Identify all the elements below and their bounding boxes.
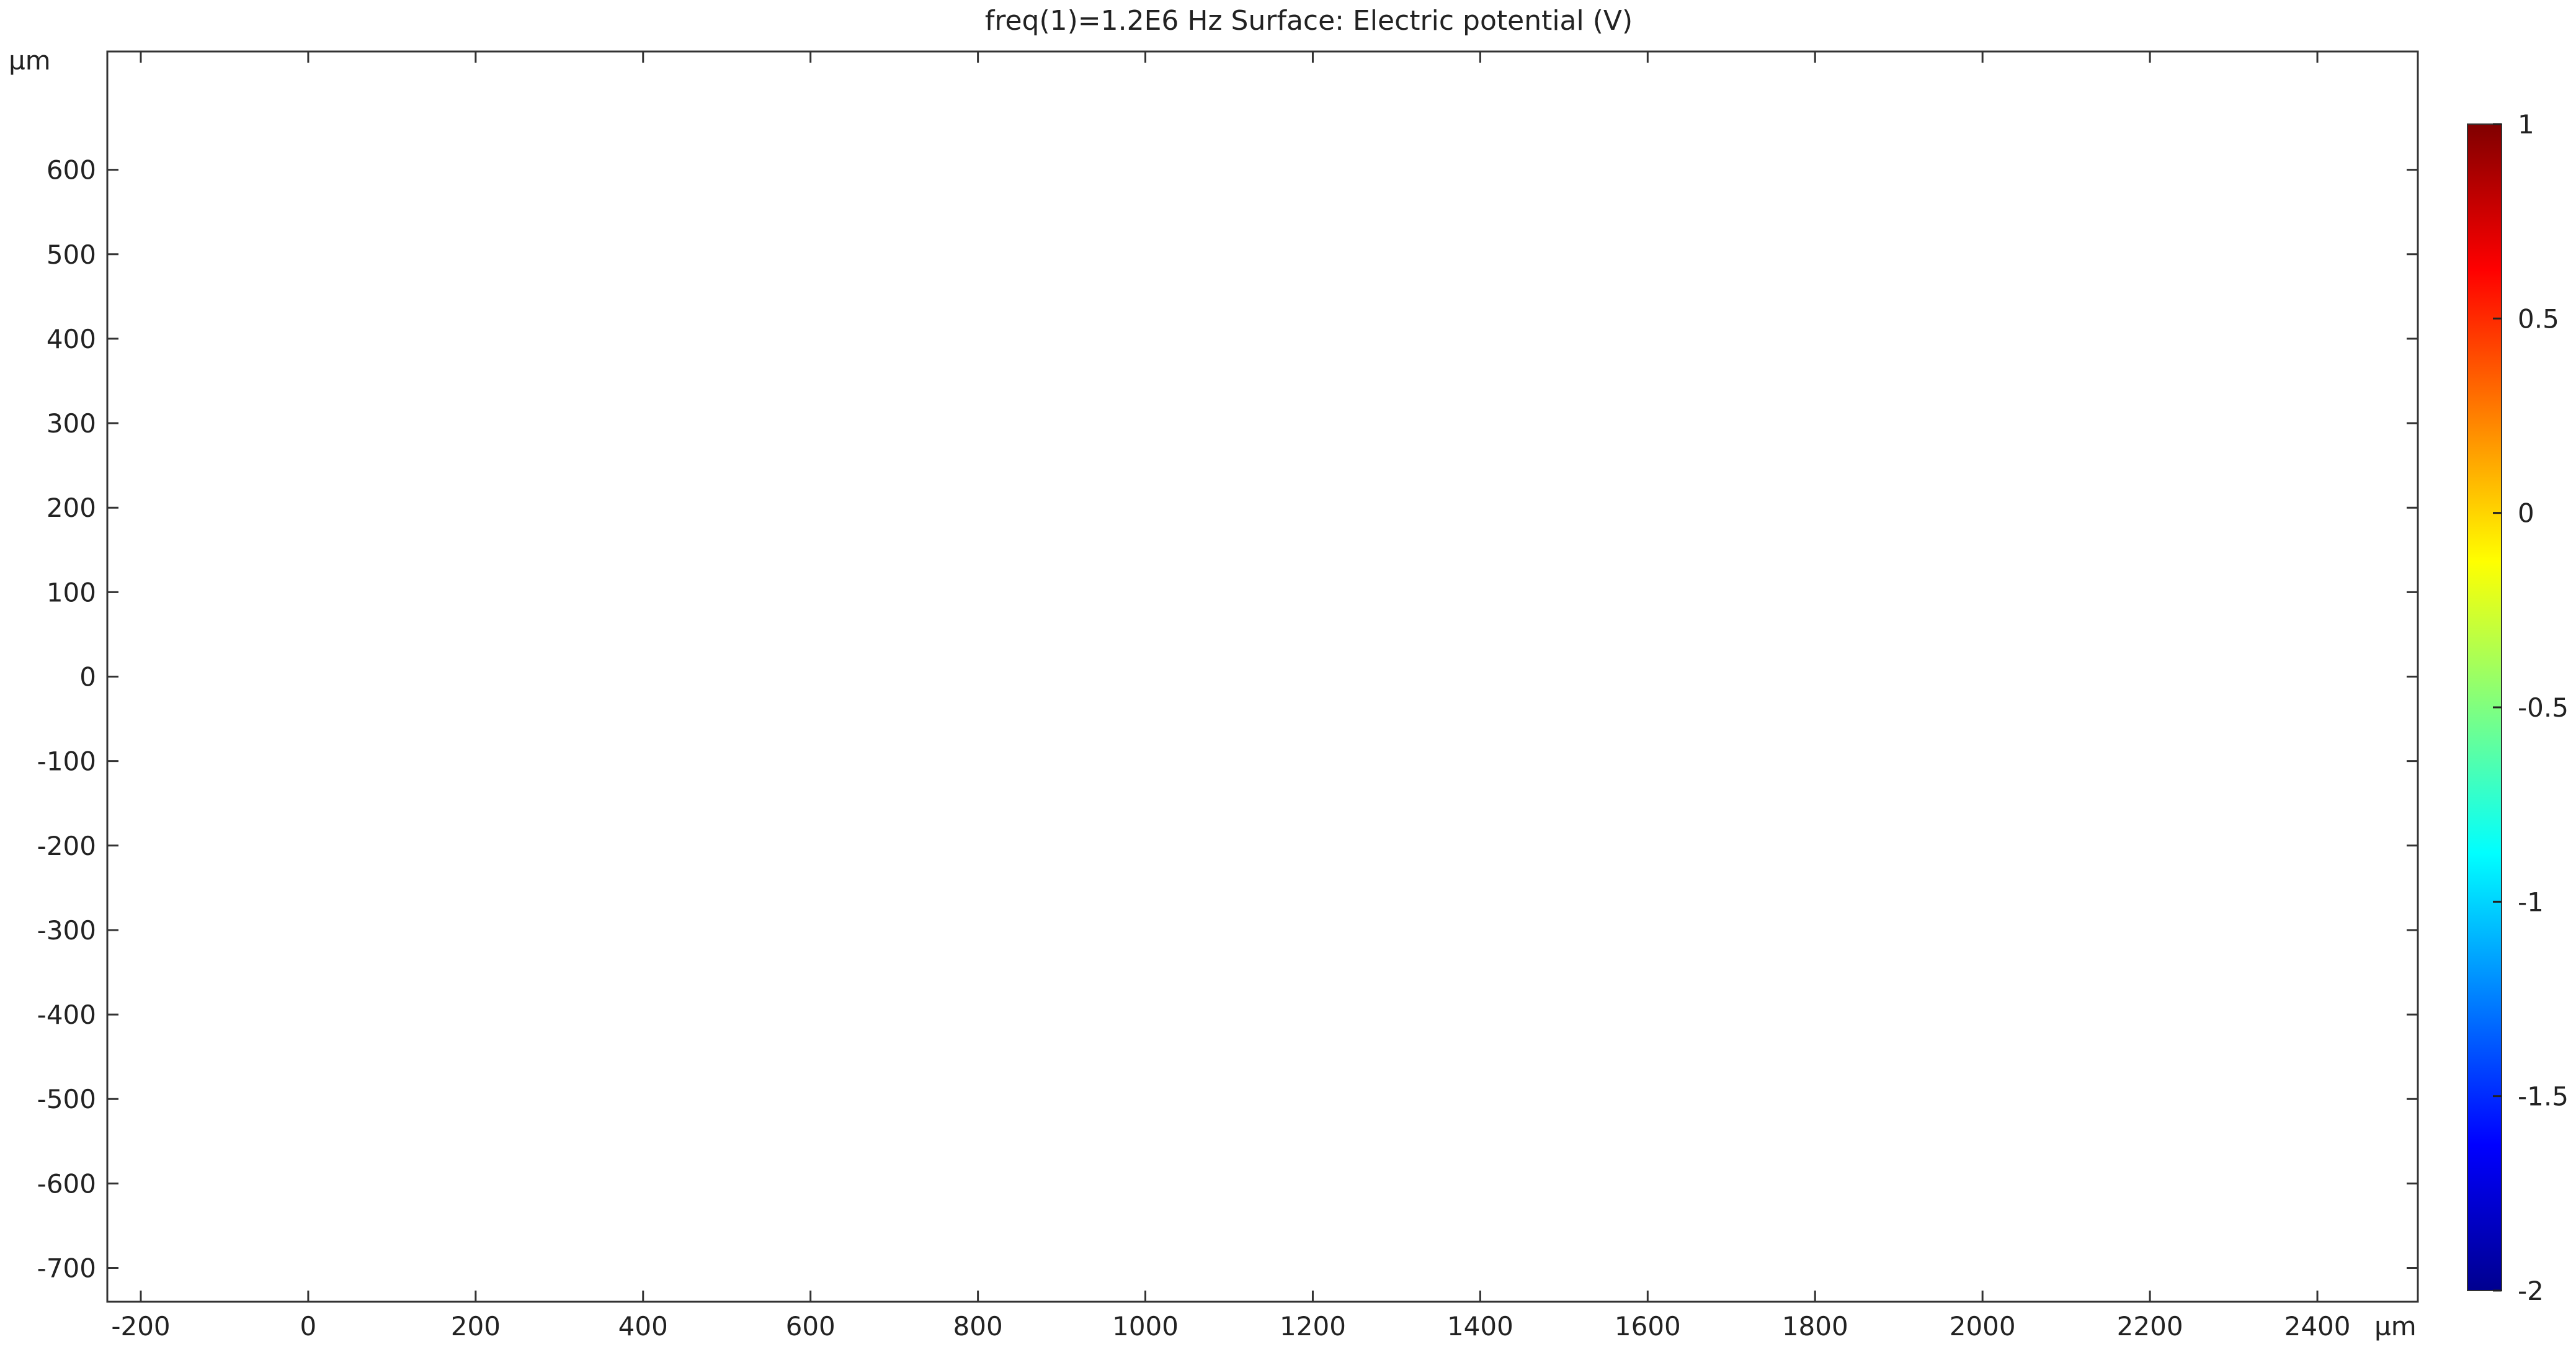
x-tick-label: 2400 xyxy=(2284,1311,2351,1341)
y-tick-label: -600 xyxy=(37,1168,96,1199)
plot-frame xyxy=(106,50,2419,1303)
y-tick-label: -100 xyxy=(37,746,96,777)
x-tick-label: 200 xyxy=(451,1311,501,1341)
y-tick-label: 500 xyxy=(47,240,96,270)
y-tick-label: -400 xyxy=(37,1000,96,1030)
x-axis-unit: µm xyxy=(2374,1311,2417,1341)
y-tick-label: -300 xyxy=(37,915,96,946)
x-tick-label: 800 xyxy=(953,1311,1003,1341)
colorbar-tick-label: -1.5 xyxy=(2518,1081,2569,1112)
x-tick-label: -200 xyxy=(111,1311,170,1341)
x-tick-label: 2200 xyxy=(2117,1311,2183,1341)
y-tick-label: 400 xyxy=(47,324,96,354)
x-tick-label: 0 xyxy=(300,1311,317,1341)
colorbar-tick-label: -2 xyxy=(2518,1276,2544,1306)
colorbar-tick-label: -0.5 xyxy=(2518,692,2569,723)
y-tick-label: 300 xyxy=(47,408,96,439)
x-tick-label: 2000 xyxy=(1950,1311,2016,1341)
x-tick-label: 600 xyxy=(786,1311,836,1341)
chart-title: freq(1)=1.2E6 Hz Surface: Electric poten… xyxy=(985,5,1633,37)
y-tick-label: 600 xyxy=(47,155,96,186)
x-tick-label: 1000 xyxy=(1112,1311,1179,1341)
x-tick-label: 400 xyxy=(618,1311,668,1341)
y-tick-label: 200 xyxy=(47,493,96,523)
x-tick-label: 1400 xyxy=(1447,1311,1513,1341)
colorbar-tick-label: 0 xyxy=(2518,498,2534,529)
x-tick-label: 1600 xyxy=(1615,1311,1681,1341)
x-tick-label: 1200 xyxy=(1280,1311,1346,1341)
y-tick-label: -500 xyxy=(37,1084,96,1114)
colorbar-tick-label: -1 xyxy=(2518,887,2544,917)
colorbar-tick-label: 1 xyxy=(2518,109,2534,140)
x-tick-label: 1800 xyxy=(1782,1311,1848,1341)
colorbar-tick-label: 0.5 xyxy=(2518,303,2559,334)
y-tick-label: -200 xyxy=(37,831,96,861)
y-tick-label: 100 xyxy=(47,577,96,607)
y-tick-label: -700 xyxy=(37,1253,96,1284)
y-tick-label: 0 xyxy=(79,662,96,692)
y-axis-unit: µm xyxy=(9,45,51,76)
